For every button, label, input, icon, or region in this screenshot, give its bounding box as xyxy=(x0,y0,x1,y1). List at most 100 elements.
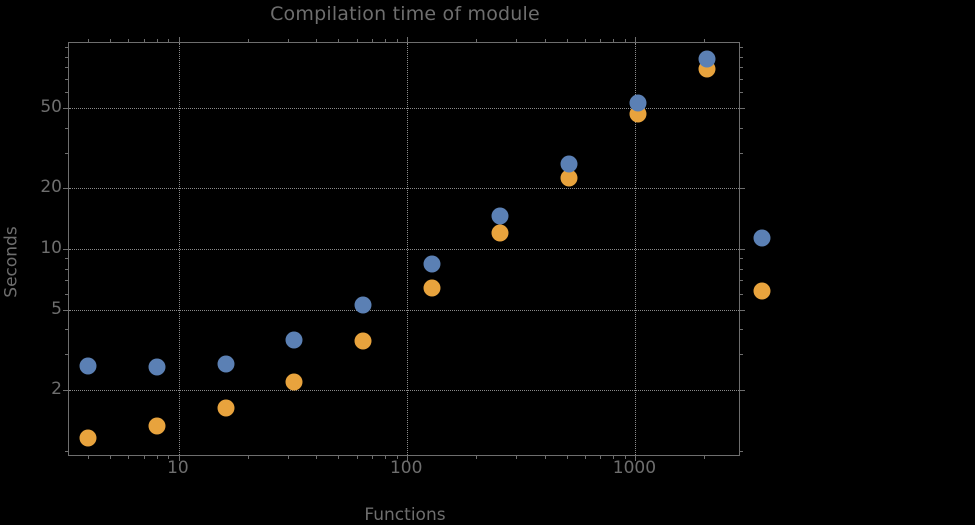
x-axis-minor-tick xyxy=(316,455,318,459)
data-point xyxy=(148,417,166,435)
x-axis-minor-tick xyxy=(143,455,145,459)
x-axis-minor-tick xyxy=(110,455,112,459)
y-axis-minor-tick xyxy=(65,78,69,80)
data-point xyxy=(217,399,234,417)
y-axis-tick-labels: 2 5 10 20 50 xyxy=(0,42,62,456)
gridline-horizontal xyxy=(69,107,739,109)
y-axis-minor-tick xyxy=(65,258,69,260)
y-axis-minor-tick xyxy=(65,293,69,295)
data-point xyxy=(491,207,509,225)
x-axis-tick-label: 100 xyxy=(389,458,423,478)
y-axis-tick xyxy=(739,248,745,250)
y-axis-minor-tick xyxy=(65,152,69,154)
y-axis-minor-tick xyxy=(739,258,743,260)
x-axis-minor-tick xyxy=(613,39,615,43)
y-axis-tick-label: 50 xyxy=(40,96,62,117)
x-axis-minor-tick xyxy=(128,39,130,43)
y-axis-tick xyxy=(739,309,745,311)
x-axis-minor-tick xyxy=(143,39,145,43)
y-axis-tick xyxy=(63,389,69,391)
x-axis-minor-tick xyxy=(287,455,289,459)
y-axis-tick xyxy=(739,389,745,391)
y-axis-minor-tick xyxy=(739,47,743,49)
x-axis-minor-tick xyxy=(475,39,477,43)
y-axis-minor-tick xyxy=(739,268,743,270)
y-axis-tick xyxy=(63,188,69,190)
y-axis-tick xyxy=(63,309,69,311)
x-axis-minor-tick xyxy=(385,39,387,43)
x-axis-minor-tick xyxy=(168,455,170,459)
x-axis-minor-tick xyxy=(287,39,289,43)
y-axis-minor-tick xyxy=(65,354,69,356)
data-point xyxy=(629,94,647,112)
y-axis-tick-label: 20 xyxy=(40,177,62,198)
data-point xyxy=(79,357,97,375)
x-axis-minor-tick xyxy=(475,455,477,459)
x-axis-minor-tick xyxy=(128,455,130,459)
y-axis-minor-tick xyxy=(65,450,69,452)
plot-frame xyxy=(63,37,771,461)
y-axis-minor-tick xyxy=(739,127,743,129)
x-axis-tick-labels: 10 100 1000 xyxy=(68,458,740,486)
data-point xyxy=(698,50,716,68)
data-point xyxy=(79,429,97,447)
y-axis-minor-tick xyxy=(65,92,69,94)
x-axis-minor-tick xyxy=(110,39,112,43)
x-axis-minor-tick xyxy=(356,39,358,43)
y-axis-tick-label: 5 xyxy=(51,298,62,319)
y-axis-tick-label: 2 xyxy=(51,378,62,399)
y-axis-minor-tick xyxy=(739,66,743,68)
x-axis-minor-tick xyxy=(316,39,318,43)
chart-title: Compilation time of module xyxy=(270,3,540,25)
y-axis-minor-tick xyxy=(65,329,69,331)
x-axis-minor-tick xyxy=(88,455,90,459)
x-axis-tick-label: 10 xyxy=(167,458,189,478)
x-axis-minor-tick xyxy=(544,455,546,459)
x-axis-minor-tick xyxy=(584,39,586,43)
data-point xyxy=(560,169,578,187)
x-axis-minor-tick xyxy=(247,39,249,43)
x-axis-minor-tick xyxy=(613,455,615,459)
y-axis-minor-tick xyxy=(65,280,69,282)
y-axis-minor-tick xyxy=(739,152,743,154)
y-axis-tick xyxy=(63,248,69,250)
data-point xyxy=(753,282,771,300)
x-axis-minor-tick xyxy=(566,39,568,43)
x-axis-minor-tick xyxy=(88,39,90,43)
gridline-horizontal xyxy=(69,188,739,190)
x-axis-title: Functions xyxy=(364,505,446,525)
y-axis-minor-tick xyxy=(65,127,69,129)
y-axis-minor-tick xyxy=(739,78,743,80)
y-axis-tick xyxy=(63,107,69,109)
y-axis-tick-label: 10 xyxy=(40,237,62,258)
data-point xyxy=(285,331,303,349)
y-axis-minor-tick xyxy=(739,354,743,356)
x-axis-tick xyxy=(407,37,409,43)
x-axis-minor-tick xyxy=(625,455,626,459)
x-axis-minor-tick xyxy=(544,39,546,43)
y-axis-tick xyxy=(739,188,745,190)
data-point xyxy=(423,255,441,273)
x-axis-tick-label: 1000 xyxy=(612,458,657,478)
plot-area xyxy=(69,43,771,455)
y-axis-minor-tick xyxy=(739,329,743,331)
x-axis-minor-tick xyxy=(516,455,518,459)
y-axis-minor-tick xyxy=(739,293,743,295)
gridline-vertical xyxy=(178,43,180,455)
gridline-horizontal xyxy=(69,248,739,250)
y-axis-minor-tick xyxy=(65,56,69,58)
x-axis-minor-tick xyxy=(168,39,170,43)
y-axis-minor-tick xyxy=(739,280,743,282)
data-point xyxy=(285,373,303,391)
x-axis-minor-tick xyxy=(704,455,706,459)
y-axis-minor-tick xyxy=(65,66,69,68)
data-point xyxy=(217,355,234,373)
x-axis-minor-tick xyxy=(625,39,626,43)
x-axis-minor-tick xyxy=(247,455,249,459)
y-axis-minor-tick xyxy=(65,47,69,49)
x-axis-minor-tick xyxy=(338,39,340,43)
x-axis-minor-tick xyxy=(566,455,568,459)
x-axis-minor-tick xyxy=(584,455,586,459)
x-axis-tick xyxy=(178,37,180,43)
